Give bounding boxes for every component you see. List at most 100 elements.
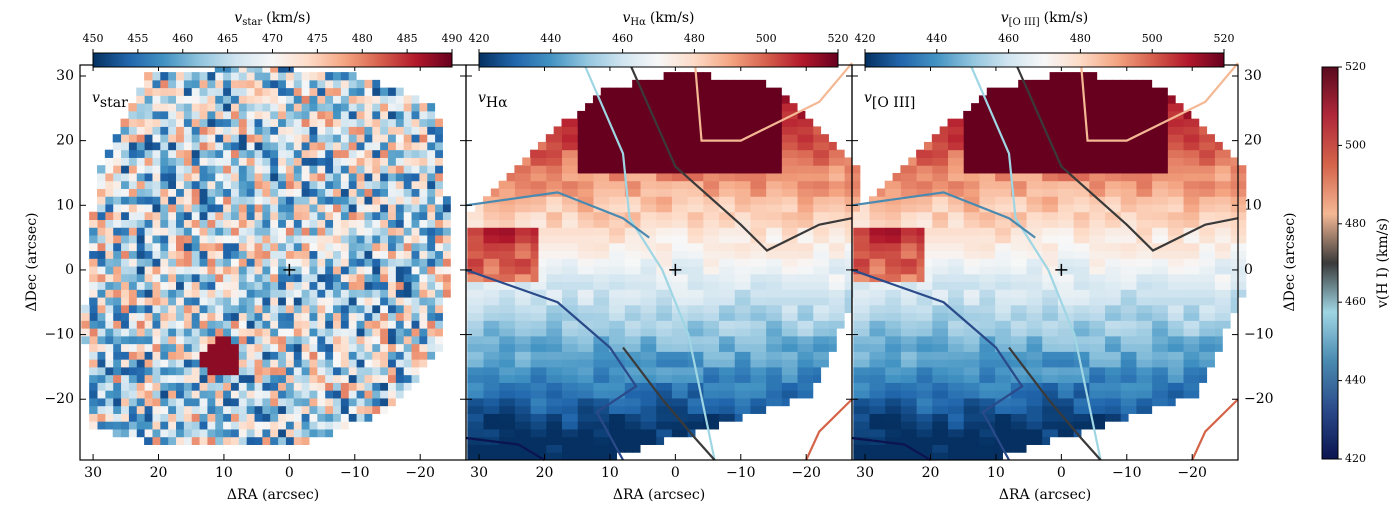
map-cell (121, 336, 129, 344)
map-cell (207, 382, 215, 390)
map-cell (648, 289, 656, 297)
map-cell (364, 95, 372, 103)
map-cell (278, 359, 286, 367)
map-cell (726, 188, 734, 196)
map-cell (387, 390, 395, 398)
map-cell (230, 142, 238, 150)
map-cell (168, 344, 176, 352)
map-cell (562, 165, 570, 173)
map-cell (333, 119, 341, 127)
map-cell (223, 375, 231, 383)
map-cell (223, 406, 231, 414)
map-cell (530, 227, 538, 235)
map-cell (301, 165, 309, 173)
map-cell (152, 398, 160, 406)
map-cell (719, 382, 727, 390)
map-cell (742, 305, 750, 313)
map-cell (773, 134, 781, 142)
map-cell (664, 111, 672, 119)
map-cell (136, 297, 144, 305)
map-cell (411, 305, 419, 313)
map-cell (601, 452, 609, 460)
map-cell (766, 142, 774, 150)
map-cell (293, 282, 301, 290)
map-cell (1167, 398, 1175, 406)
map-cell (577, 413, 585, 421)
map-cell (577, 251, 585, 259)
map-cell (821, 313, 829, 321)
map-cell (168, 429, 176, 437)
map-cell (372, 313, 380, 321)
map-cell (609, 367, 617, 375)
map-cell (664, 72, 672, 80)
map-cell (223, 251, 231, 259)
map-cell (711, 336, 719, 344)
map-cell (285, 188, 293, 196)
map-cell (467, 429, 475, 437)
map-cell (411, 313, 419, 321)
map-cell (1191, 274, 1199, 282)
map-cell (719, 282, 727, 290)
map-cell (805, 134, 813, 142)
map-cell (569, 359, 577, 367)
map-cell (1089, 119, 1097, 127)
map-cell (325, 126, 333, 134)
map-cell (679, 406, 687, 414)
map-cell (136, 243, 144, 251)
map-cell (507, 367, 515, 375)
map-cell (403, 375, 411, 383)
map-cell (387, 134, 395, 142)
map-cell (585, 429, 593, 437)
map-cell (442, 196, 450, 204)
map-cell (230, 181, 238, 189)
map-cell (223, 243, 231, 251)
map-cell (1097, 406, 1105, 414)
map-cell (262, 235, 270, 243)
map-cell (467, 243, 475, 251)
map-cell (1136, 95, 1144, 103)
map-cell (223, 313, 231, 321)
map-cell (530, 150, 538, 158)
map-cell (1159, 305, 1167, 313)
map-cell (609, 157, 617, 165)
map-cell (364, 227, 372, 235)
map-cell (160, 72, 168, 80)
map-cell (1183, 142, 1191, 150)
map-cell (246, 243, 254, 251)
map-cell (781, 157, 789, 165)
map-cell (475, 367, 483, 375)
map-cell (230, 196, 238, 204)
map-cell (254, 95, 262, 103)
map-cell (499, 251, 507, 259)
map-cell (522, 413, 530, 421)
map-cell (703, 297, 711, 305)
map-cell (695, 351, 703, 359)
map-cell (758, 157, 766, 165)
map-cell (624, 134, 632, 142)
map-cell (270, 375, 278, 383)
map-cell (1128, 266, 1136, 274)
map-cell (632, 305, 640, 313)
map-cell (1105, 119, 1113, 127)
map-cell (301, 313, 309, 321)
map-cell (1207, 289, 1215, 297)
map-cell (562, 313, 570, 321)
map-cell (246, 375, 254, 383)
map-cell (128, 220, 136, 228)
map-cell (325, 282, 333, 290)
map-cell (1175, 165, 1183, 173)
map-cell (254, 313, 262, 321)
map-cell (483, 258, 491, 266)
map-cell (836, 235, 844, 243)
map-cell (750, 336, 758, 344)
map-cell (1144, 336, 1152, 344)
map-cell (522, 157, 530, 165)
map-cell (309, 344, 317, 352)
map-cell (467, 421, 475, 429)
map-cell (1152, 320, 1160, 328)
map-cell (1128, 243, 1136, 251)
map-cell (679, 142, 687, 150)
map-cell (703, 258, 711, 266)
map-cell (1183, 196, 1191, 204)
map-cell (293, 173, 301, 181)
